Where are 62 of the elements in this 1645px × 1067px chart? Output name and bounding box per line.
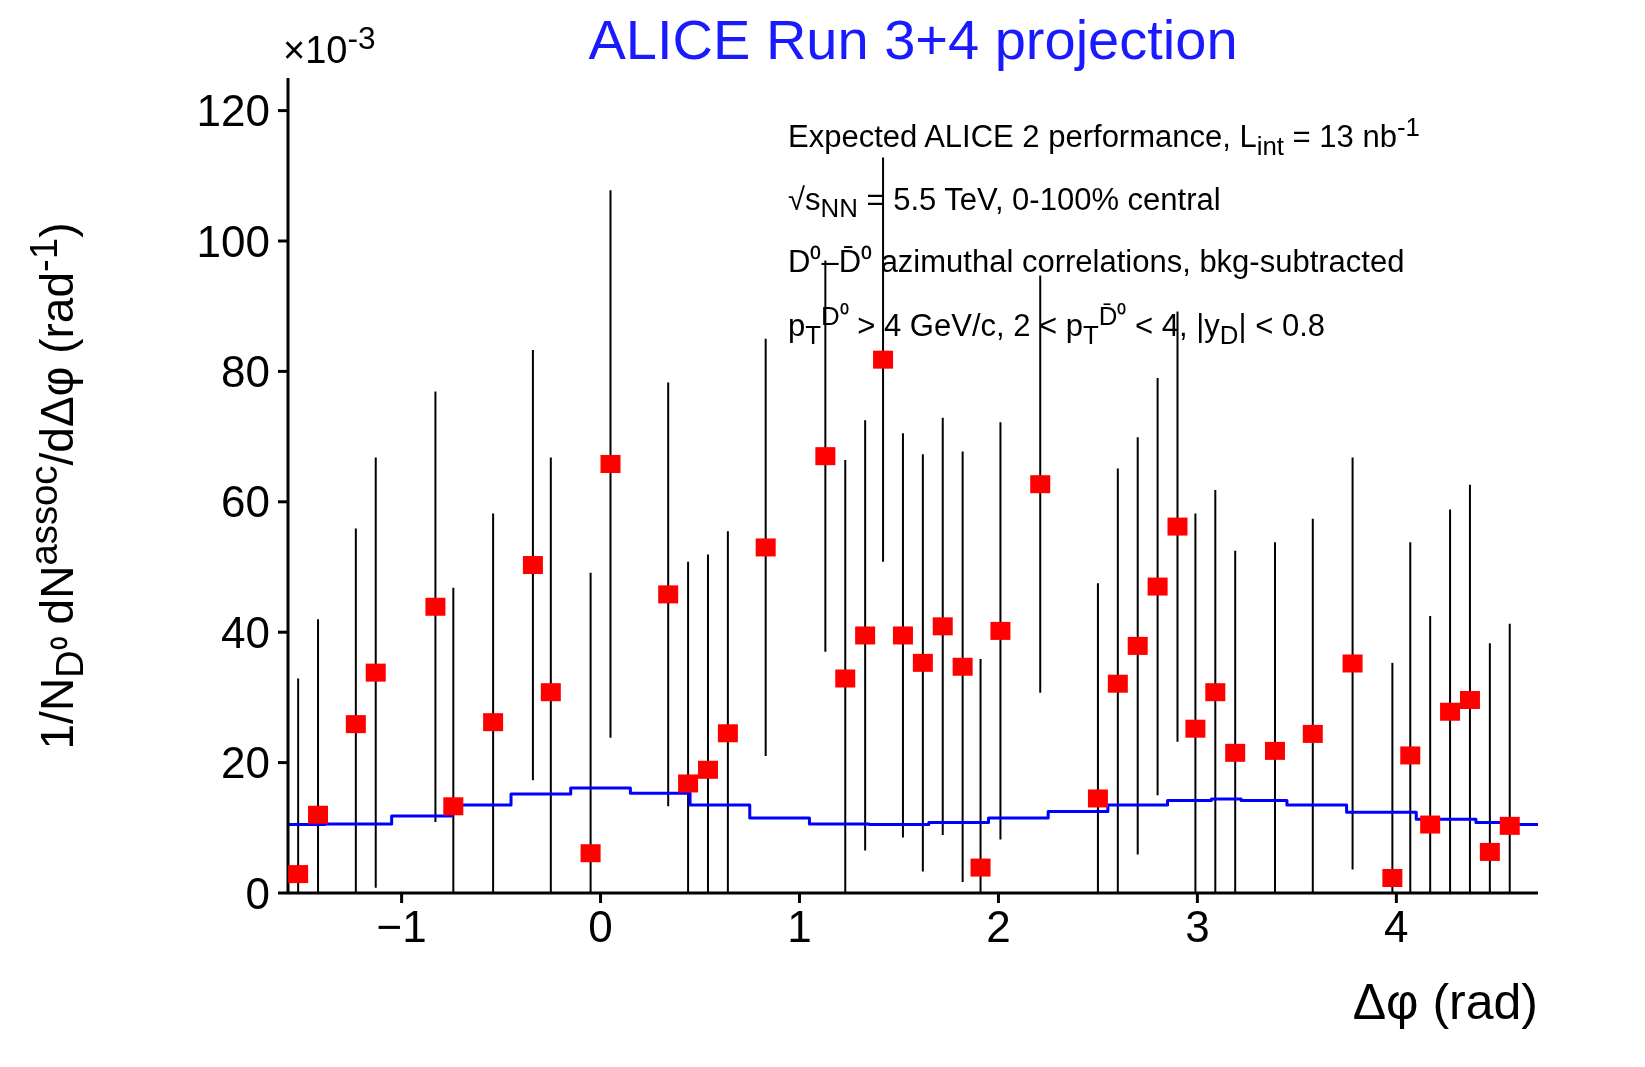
- point: [1225, 743, 1246, 762]
- point: [717, 724, 738, 743]
- point: [1499, 816, 1520, 835]
- x-tick-label: 4: [1384, 902, 1409, 952]
- point: [1420, 815, 1441, 834]
- y-tick-label: 120: [196, 86, 270, 136]
- point: [873, 350, 894, 369]
- point: [1167, 517, 1188, 536]
- point: [1459, 691, 1480, 710]
- y-tick-label: 60: [221, 477, 270, 527]
- x-axis-title: Δφ (rad): [1352, 973, 1538, 1031]
- point: [1030, 475, 1051, 494]
- y-tick-label: 100: [196, 216, 270, 266]
- y-tick-label: 40: [221, 607, 270, 657]
- chart-title: ALICE Run 3+4 projection: [588, 8, 1238, 71]
- point: [540, 683, 561, 702]
- point: [970, 858, 991, 877]
- point: [815, 447, 836, 466]
- point: [522, 556, 543, 575]
- point: [755, 538, 776, 557]
- y-tick-label: 20: [221, 738, 270, 788]
- point: [855, 626, 876, 645]
- point: [1400, 746, 1421, 765]
- point: [1205, 683, 1226, 702]
- point: [483, 713, 504, 732]
- x-tick-label: 0: [588, 902, 613, 952]
- point: [1302, 724, 1323, 743]
- point: [600, 454, 621, 473]
- point: [1440, 702, 1461, 721]
- point: [1107, 674, 1128, 693]
- point: [425, 597, 446, 616]
- point: [697, 760, 718, 779]
- point: [345, 715, 366, 734]
- point: [365, 663, 386, 682]
- annotation: Expected ALICE 2 performance, L$_{int}$ = 13 nb$^{-1}$: [788, 112, 1420, 162]
- point: [1479, 842, 1500, 861]
- x-tick-label: 3: [1185, 902, 1210, 952]
- point: [912, 653, 933, 672]
- text: ×10$^{-3}$: [283, 20, 376, 72]
- x-tick-label: −1: [376, 902, 427, 952]
- point: [1382, 869, 1403, 887]
- point: [952, 657, 973, 676]
- point: [288, 865, 309, 884]
- point: [1087, 789, 1108, 808]
- point: [308, 805, 329, 824]
- x-tick-label: 2: [986, 902, 1011, 952]
- point: [1127, 636, 1148, 655]
- point: [1264, 741, 1285, 760]
- point: [443, 797, 464, 816]
- y-tick-label: 0: [245, 868, 270, 918]
- point: [658, 585, 679, 604]
- point: [892, 626, 913, 645]
- point: [835, 669, 856, 688]
- point: [678, 774, 699, 793]
- point: [1185, 719, 1206, 738]
- point: [1342, 654, 1363, 673]
- point: [990, 621, 1011, 640]
- y-tick-label: 80: [221, 347, 270, 397]
- point: [1147, 577, 1168, 596]
- x-tick-label: 1: [787, 902, 812, 952]
- point: [580, 844, 601, 863]
- point: [932, 617, 953, 636]
